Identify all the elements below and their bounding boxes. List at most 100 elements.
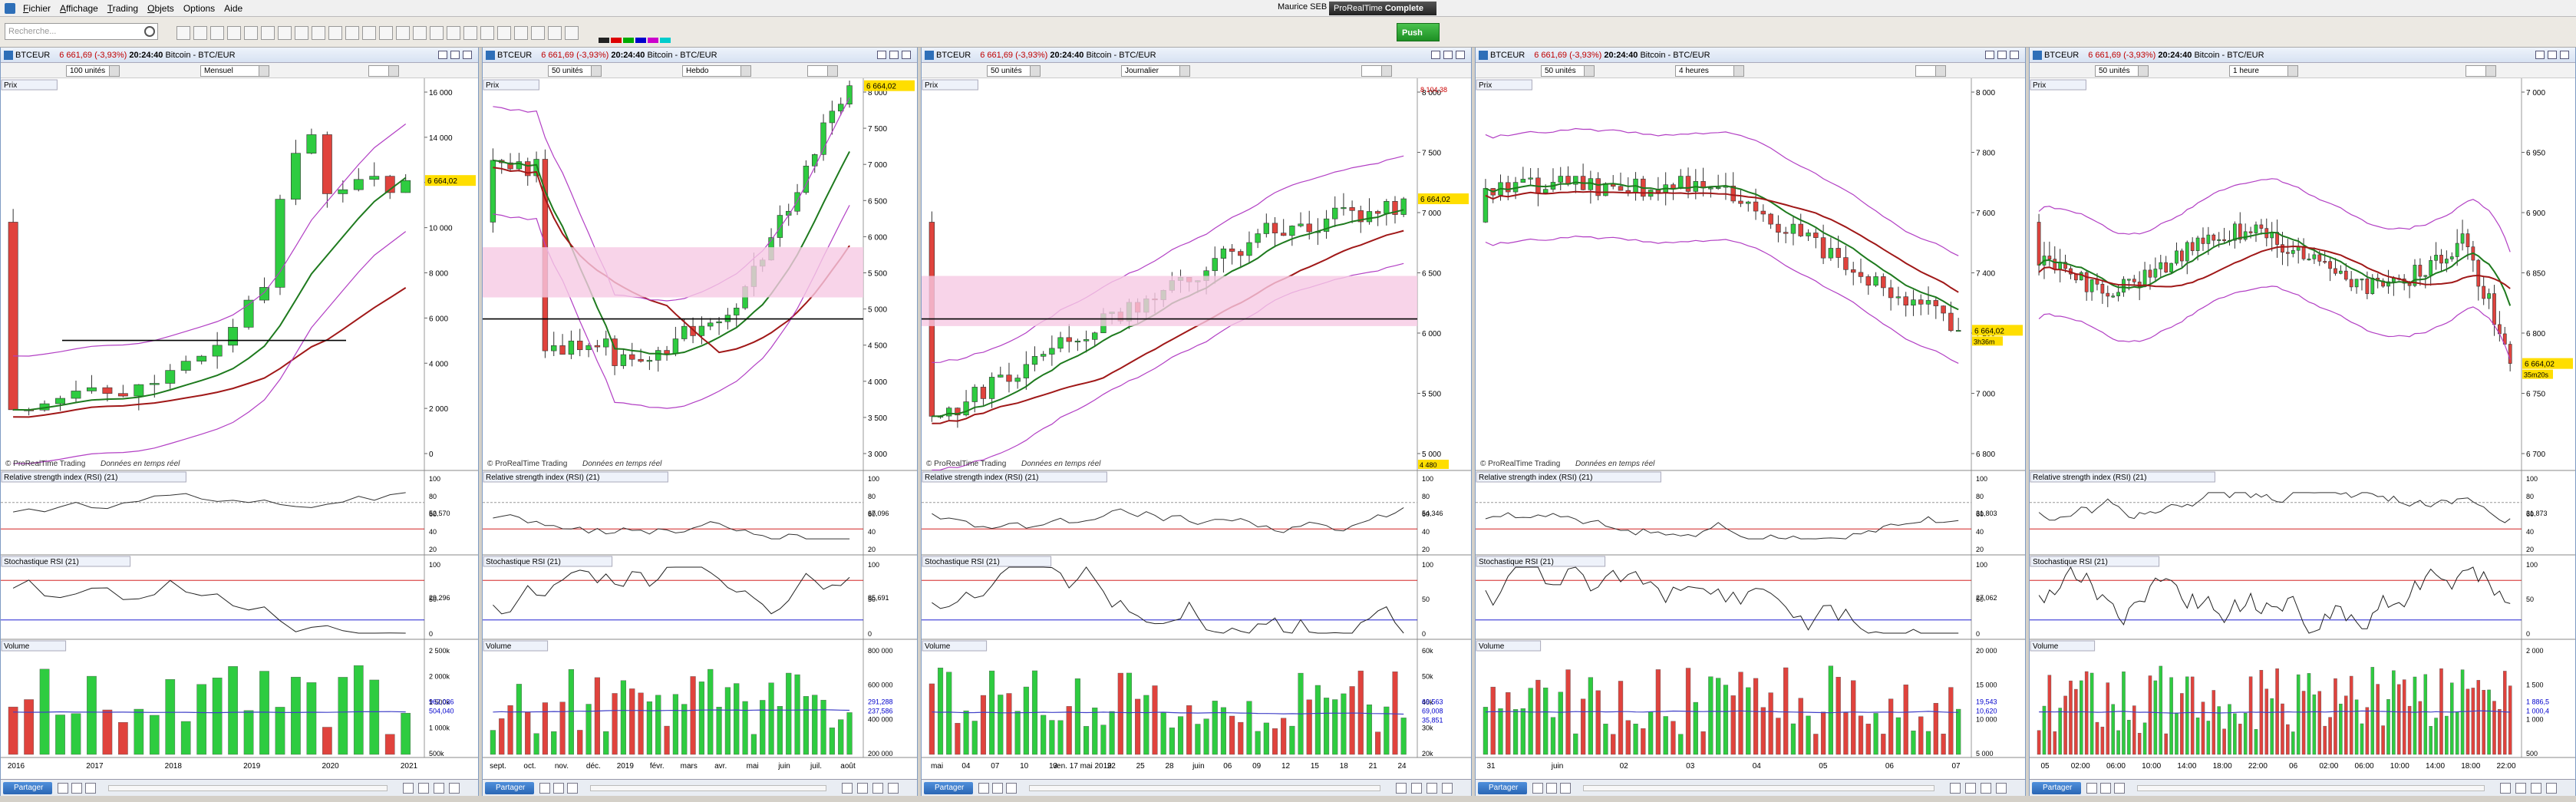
- indicator-icon[interactable]: [1560, 783, 1571, 794]
- eraser-icon[interactable]: [497, 26, 511, 40]
- export-icon[interactable]: [539, 783, 550, 794]
- home-icon[interactable]: [872, 783, 883, 794]
- home-icon[interactable]: [1981, 783, 1991, 794]
- color-swatch-black[interactable]: [599, 38, 609, 43]
- gann-icon[interactable]: [312, 26, 325, 40]
- list-icon[interactable]: [71, 783, 82, 794]
- close-icon[interactable]: [463, 51, 472, 59]
- zoom-out-icon[interactable]: [857, 783, 868, 794]
- zoom-out-icon[interactable]: [1965, 783, 1976, 794]
- list-icon[interactable]: [1546, 783, 1557, 794]
- chart-type-select[interactable]: [1361, 65, 1392, 77]
- minimize-icon[interactable]: [438, 51, 447, 59]
- rsi-panel-header[interactable]: [1476, 471, 1661, 483]
- ray-icon[interactable]: [227, 26, 241, 40]
- share-button[interactable]: Partager: [1478, 782, 1527, 794]
- units-select[interactable]: 100 unités: [66, 65, 120, 77]
- price-panel-header[interactable]: [1, 79, 58, 91]
- list-icon[interactable]: [2100, 783, 2111, 794]
- horizontal-scrollbar[interactable]: [590, 785, 826, 791]
- support-zone[interactable]: [483, 247, 863, 298]
- maximize-icon[interactable]: [1997, 51, 2007, 59]
- price-panel-header[interactable]: [2030, 79, 2086, 91]
- color-swatch-green[interactable]: [623, 38, 634, 43]
- share-button[interactable]: Partager: [485, 782, 534, 794]
- list-icon[interactable]: [553, 783, 564, 794]
- settings-icon[interactable]: [449, 783, 460, 794]
- undo-icon[interactable]: [548, 26, 562, 40]
- export-icon[interactable]: [58, 783, 68, 794]
- home-icon[interactable]: [1427, 783, 1437, 794]
- symbol[interactable]: BTCEUR: [1490, 51, 1525, 60]
- period-select[interactable]: 1 heure: [2229, 65, 2298, 77]
- price-panel-header[interactable]: [922, 79, 978, 91]
- pencil-icon[interactable]: [193, 26, 207, 40]
- symbol[interactable]: BTCEUR: [497, 51, 533, 60]
- maximize-icon[interactable]: [889, 51, 899, 59]
- channel-icon[interactable]: [278, 26, 292, 40]
- zoom-in-icon[interactable]: [2500, 783, 2511, 794]
- indicator-icon[interactable]: [85, 783, 96, 794]
- menu-display[interactable]: Affichage: [60, 2, 98, 14]
- export-icon[interactable]: [978, 783, 989, 794]
- color-swatch-magenta[interactable]: [648, 38, 658, 43]
- period-select[interactable]: Mensuel: [200, 65, 269, 77]
- symbol[interactable]: BTCEUR: [2044, 51, 2080, 60]
- minimize-icon[interactable]: [1985, 51, 1994, 59]
- price-panel-header[interactable]: [483, 79, 539, 91]
- settings-icon[interactable]: [1996, 783, 2007, 794]
- share-button[interactable]: Partager: [924, 782, 973, 794]
- arrow-icon[interactable]: [379, 26, 393, 40]
- color-swatch-red[interactable]: [611, 38, 622, 43]
- period-select[interactable]: 4 heures: [1675, 65, 1744, 77]
- rsi-panel-header[interactable]: [1, 471, 186, 483]
- period-select[interactable]: Hebdo: [682, 65, 751, 77]
- chart-type-select[interactable]: [368, 65, 399, 77]
- minimize-icon[interactable]: [1431, 51, 1440, 59]
- horizontal-scrollbar[interactable]: [108, 785, 388, 791]
- push-button[interactable]: Push: [1397, 23, 1440, 41]
- stoch-panel-header[interactable]: [2030, 556, 2160, 567]
- horizontal-scrollbar[interactable]: [2137, 785, 2485, 791]
- zoom-in-icon[interactable]: [1396, 783, 1407, 794]
- lock-icon[interactable]: [514, 26, 528, 40]
- text-icon[interactable]: [362, 26, 376, 40]
- settings-icon[interactable]: [565, 26, 579, 40]
- units-select[interactable]: 50 unités: [1541, 65, 1595, 77]
- search-icon[interactable]: [144, 26, 155, 37]
- settings-icon[interactable]: [1442, 783, 1453, 794]
- chart-canvas[interactable]: Prix Relative strength index (RSI) (21) St…: [922, 78, 1471, 779]
- zoom-out-icon[interactable]: [2515, 783, 2526, 794]
- menu-help[interactable]: Aide: [224, 2, 243, 14]
- zoom-out-icon[interactable]: [418, 783, 429, 794]
- maximize-icon[interactable]: [450, 51, 460, 59]
- rectangle-icon[interactable]: [413, 26, 427, 40]
- stoch-panel-header[interactable]: [922, 556, 1052, 567]
- minimize-icon[interactable]: [877, 51, 886, 59]
- support-zone[interactable]: [922, 276, 1417, 326]
- horizontal-scrollbar[interactable]: [1029, 785, 1380, 791]
- magnet-icon[interactable]: [396, 26, 410, 40]
- list-icon[interactable]: [992, 783, 1003, 794]
- search-input[interactable]: Recherche...: [5, 23, 158, 40]
- zoom-in-icon[interactable]: [842, 783, 853, 794]
- cycle-icon[interactable]: [328, 26, 342, 40]
- close-icon[interactable]: [1456, 51, 1465, 59]
- bell-icon[interactable]: [480, 26, 494, 40]
- chart-type-select[interactable]: [807, 65, 838, 77]
- export-icon[interactable]: [1532, 783, 1543, 794]
- settings-icon[interactable]: [2546, 783, 2557, 794]
- color-swatch-cyan[interactable]: [660, 38, 671, 43]
- rsi-panel-header[interactable]: [2030, 471, 2215, 483]
- stoch-panel-header[interactable]: [1, 556, 131, 567]
- triangle-icon[interactable]: [447, 26, 460, 40]
- minimize-icon[interactable]: [2535, 51, 2545, 59]
- menu-objects[interactable]: Objets: [147, 2, 174, 14]
- pitchfork-icon[interactable]: [295, 26, 308, 40]
- polygon-icon[interactable]: [463, 26, 477, 40]
- units-select[interactable]: 50 unités: [987, 65, 1041, 77]
- ellipse-icon[interactable]: [430, 26, 444, 40]
- chart-canvas[interactable]: Prix Relative strength index (RSI) (21) St…: [1, 78, 478, 779]
- price-panel-header[interactable]: [1476, 79, 1532, 91]
- close-icon[interactable]: [902, 51, 911, 59]
